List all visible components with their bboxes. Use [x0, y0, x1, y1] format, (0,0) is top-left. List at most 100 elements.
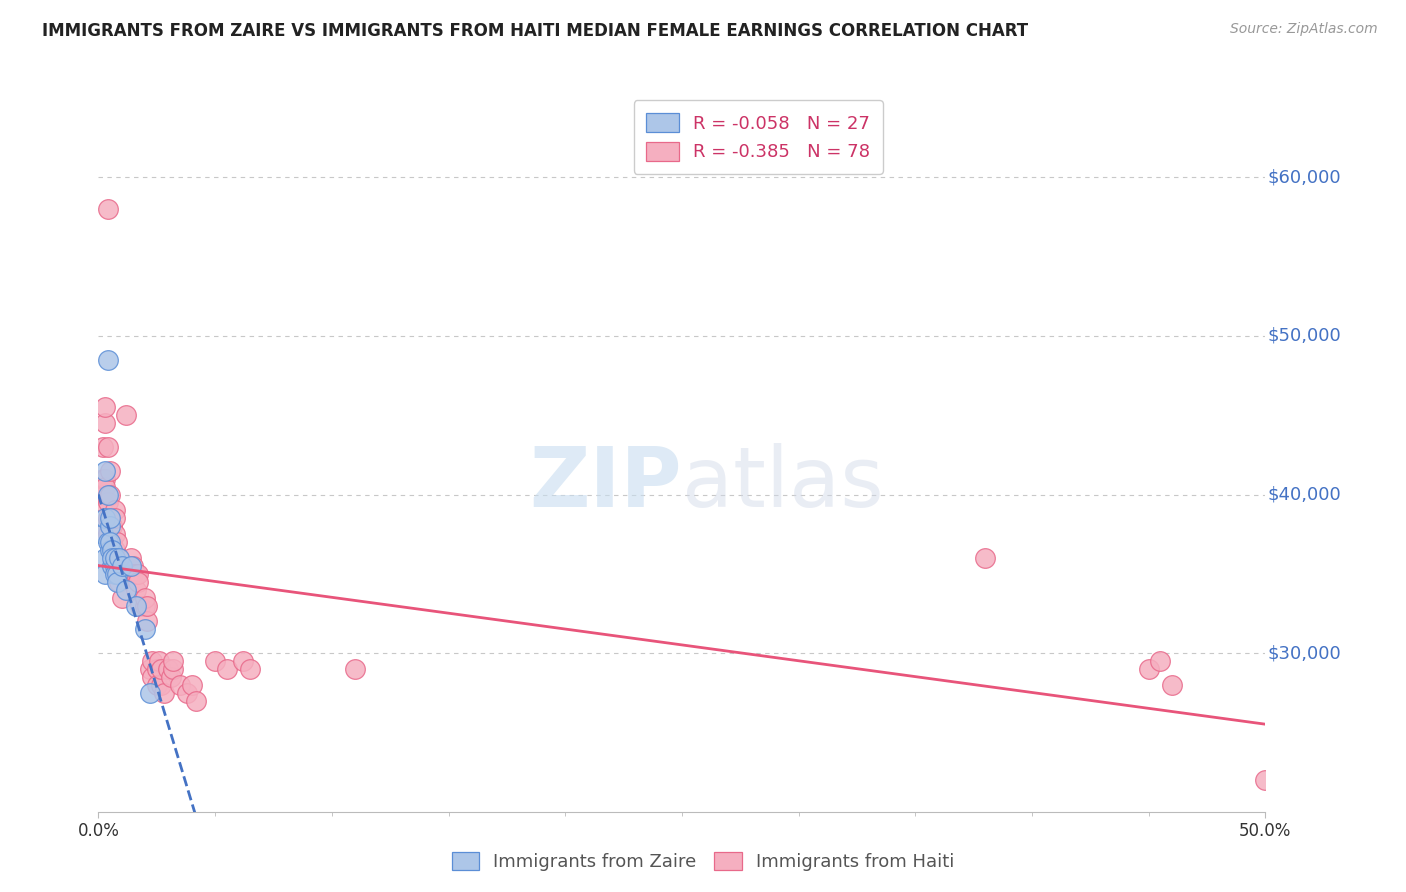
Point [115, 409, 138, 423]
Point [91, 472, 114, 486]
Point [105, 551, 128, 566]
Point [120, 566, 142, 581]
Point [134, 591, 156, 605]
Text: $30,000: $30,000 [1268, 644, 1341, 662]
Point [1149, 654, 1171, 668]
Point [94, 551, 117, 566]
Point [150, 662, 173, 676]
Point [98, 519, 121, 533]
Text: $50,000: $50,000 [1268, 327, 1341, 345]
Point [104, 511, 127, 525]
Point [94, 566, 117, 581]
Point [127, 574, 149, 589]
Point [98, 511, 121, 525]
Point [104, 558, 127, 573]
Point [94, 416, 117, 430]
Point [146, 662, 169, 676]
Text: ZIP: ZIP [530, 443, 682, 524]
Point [974, 551, 997, 566]
Point [105, 566, 128, 581]
Point [97, 527, 120, 541]
Point [139, 686, 162, 700]
Point [101, 551, 124, 566]
Point [108, 558, 131, 573]
Point [105, 574, 128, 589]
Point [136, 615, 159, 629]
Point [141, 654, 163, 668]
Point [232, 654, 254, 668]
Point [215, 662, 238, 676]
Point [129, 599, 152, 613]
Point [162, 654, 184, 668]
Point [157, 662, 180, 676]
Point [118, 566, 141, 581]
Point [94, 519, 117, 533]
Point [108, 551, 131, 566]
Text: Source: ZipAtlas.com: Source: ZipAtlas.com [1230, 22, 1378, 37]
Point [1137, 662, 1160, 676]
Point [105, 566, 128, 581]
Point [120, 551, 142, 566]
Point [97, 487, 120, 501]
Point [186, 694, 208, 708]
Point [101, 535, 124, 549]
Point [101, 519, 124, 533]
Point [104, 551, 127, 566]
Point [97, 511, 120, 525]
Point [104, 503, 127, 517]
Point [120, 558, 142, 573]
Point [101, 558, 124, 573]
Point [91, 495, 114, 509]
Point [125, 582, 148, 597]
Point [134, 623, 156, 637]
Point [104, 543, 127, 558]
Point [108, 551, 131, 566]
Point [98, 543, 121, 558]
Point [97, 202, 120, 216]
Point [111, 558, 134, 573]
Point [94, 472, 117, 486]
Point [98, 519, 121, 533]
Point [97, 352, 120, 367]
Point [141, 670, 163, 684]
Point [98, 487, 121, 501]
Point [108, 574, 131, 589]
Point [127, 566, 149, 581]
Point [152, 686, 174, 700]
Point [94, 480, 117, 494]
Point [125, 599, 148, 613]
Point [91, 440, 114, 454]
Point [125, 566, 148, 581]
Point [150, 678, 173, 692]
Point [101, 543, 124, 558]
Point [111, 591, 134, 605]
Text: $40,000: $40,000 [1268, 485, 1341, 504]
Text: $60,000: $60,000 [1268, 169, 1341, 186]
Point [122, 566, 145, 581]
Point [115, 582, 138, 597]
Point [97, 495, 120, 509]
Point [1254, 772, 1277, 787]
Point [97, 440, 120, 454]
Point [146, 678, 169, 692]
Point [139, 662, 162, 676]
Point [98, 535, 121, 549]
Legend: Immigrants from Zaire, Immigrants from Haiti: Immigrants from Zaire, Immigrants from H… [444, 845, 962, 879]
Legend: R = -0.058   N = 27, R = -0.385   N = 78: R = -0.058 N = 27, R = -0.385 N = 78 [634, 100, 883, 174]
Point [94, 401, 117, 415]
Point [159, 670, 181, 684]
Text: atlas: atlas [682, 443, 883, 524]
Text: IMMIGRANTS FROM ZAIRE VS IMMIGRANTS FROM HAITI MEDIAN FEMALE EARNINGS CORRELATIO: IMMIGRANTS FROM ZAIRE VS IMMIGRANTS FROM… [42, 22, 1028, 40]
Point [204, 654, 226, 668]
Point [90, 487, 112, 501]
Point [91, 527, 114, 541]
Point [162, 662, 184, 676]
Point [344, 662, 367, 676]
Point [134, 599, 156, 613]
Point [136, 599, 159, 613]
Point [105, 535, 128, 549]
Point [98, 535, 121, 549]
Point [104, 527, 127, 541]
Point [98, 464, 121, 478]
Point [104, 566, 127, 581]
